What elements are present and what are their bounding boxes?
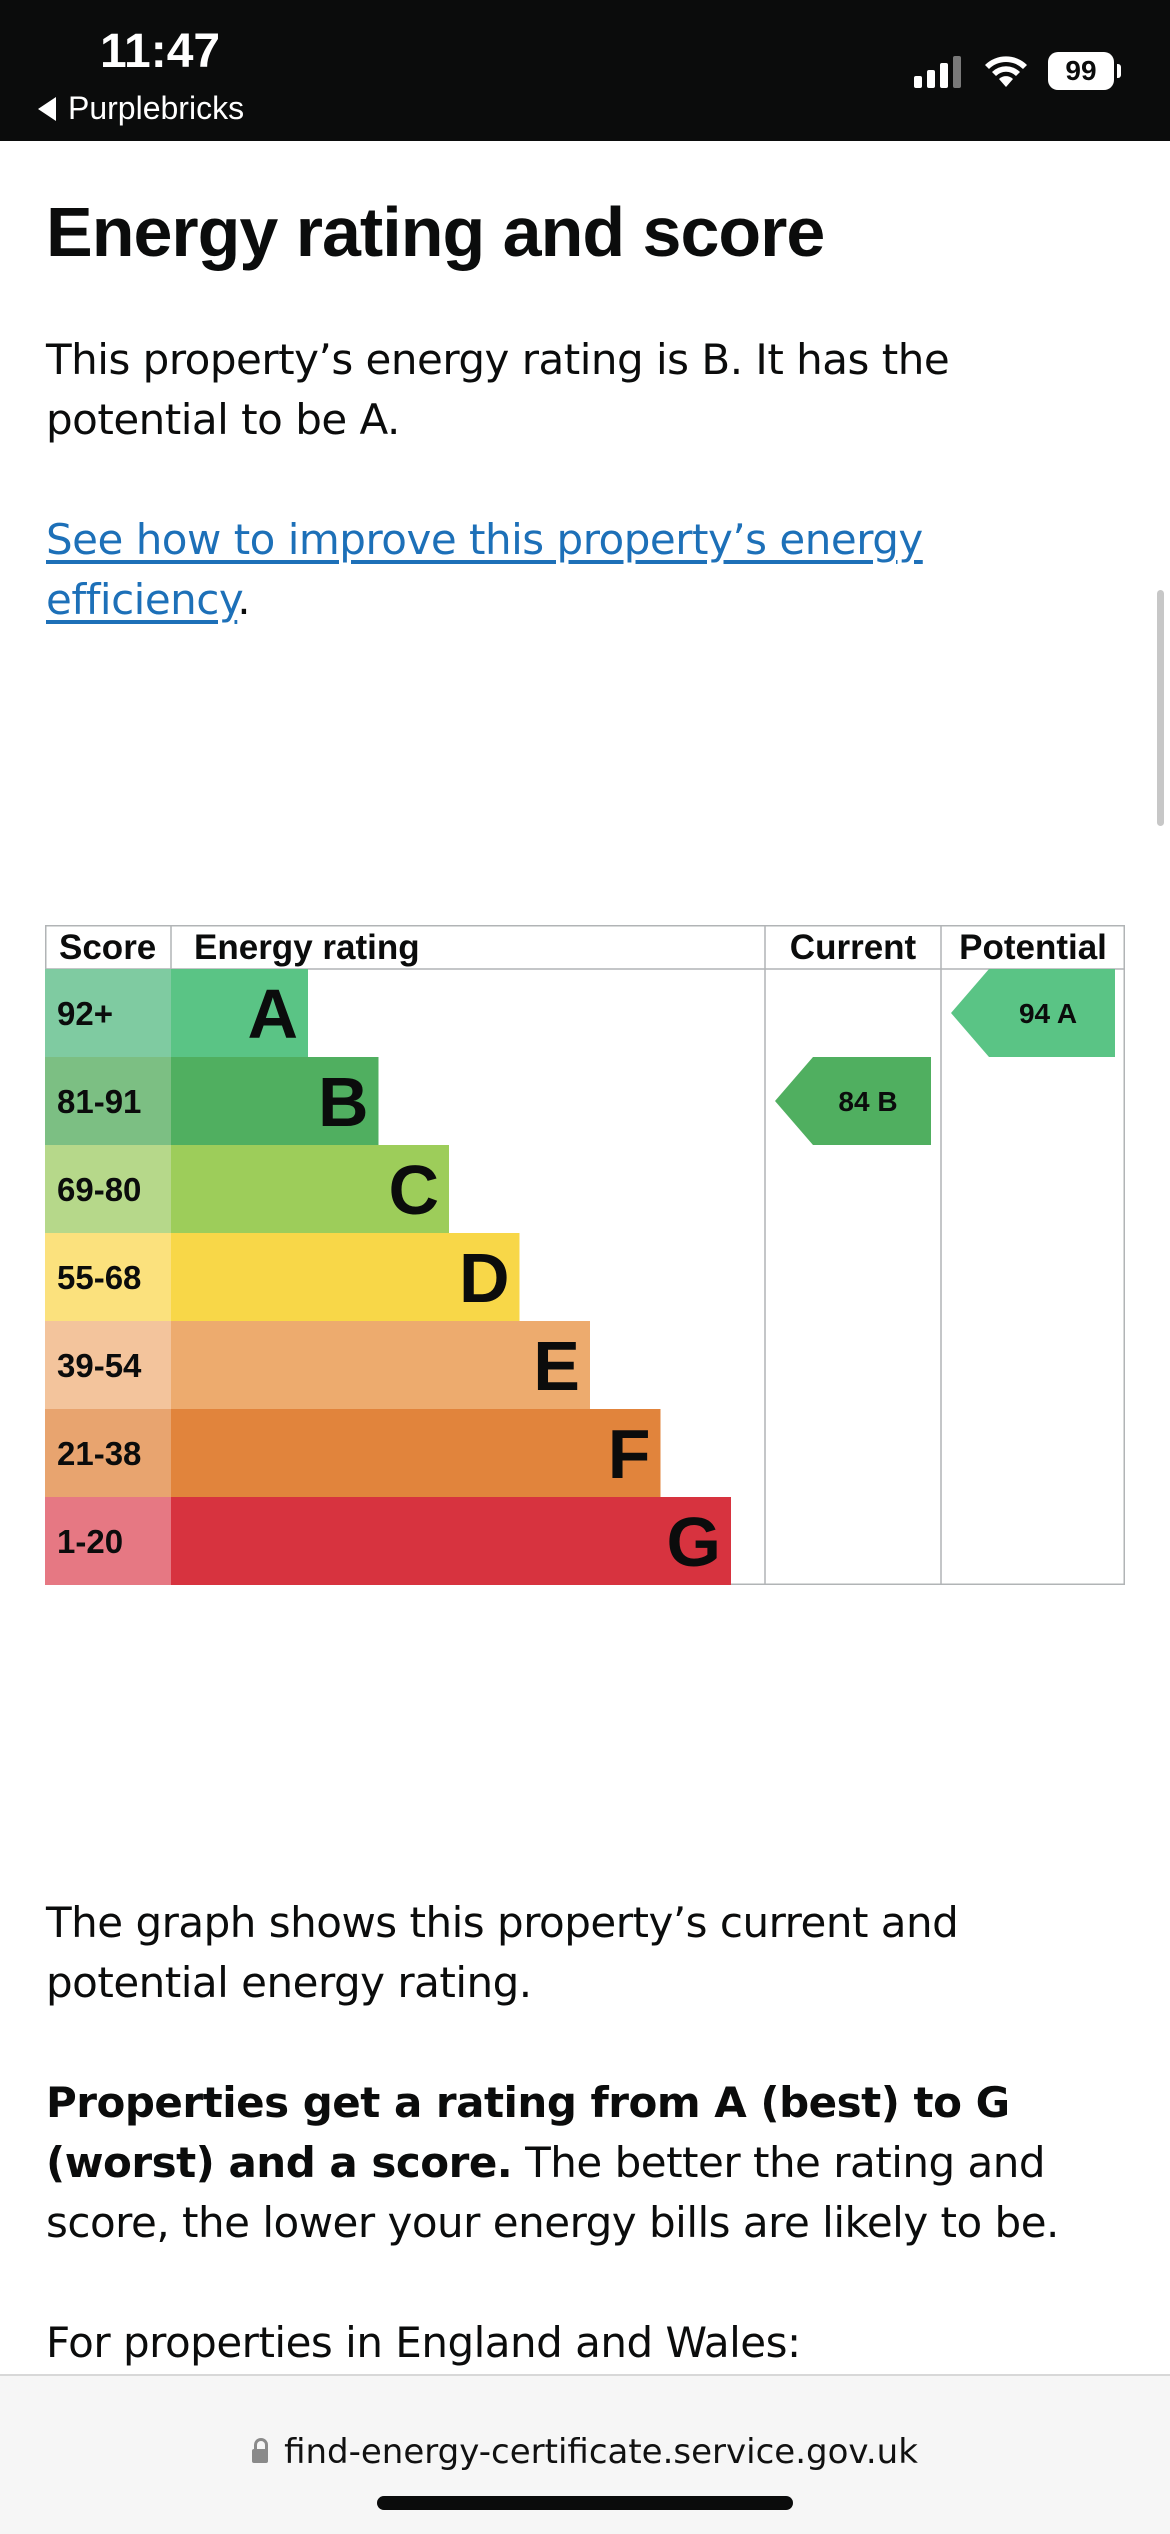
- status-icons: 99: [914, 52, 1121, 90]
- rating-summary: This property’s energy rating is B. It h…: [46, 335, 950, 444]
- band-letter-a: A: [247, 975, 298, 1053]
- energy-rating-chart-svg: Score Energy rating Current Potential 92+ A 81…: [45, 925, 1125, 1585]
- score-range-a: 92+: [57, 995, 113, 1032]
- band-letter-g: G: [667, 1503, 721, 1581]
- page-title: Energy rating and score: [46, 193, 825, 271]
- back-app-label: Purplebricks: [68, 90, 245, 126]
- browser-url-bar[interactable]: find-energy-certificate.service.gov.uk: [0, 2374, 1170, 2534]
- band-bar-d: [171, 1233, 520, 1321]
- rating-explanation-bold: Properties get a rating from A (best) to…: [46, 2078, 1010, 2187]
- status-bar: 11:47 Purplebricks 99: [0, 0, 1170, 141]
- score-range-e: 39-54: [57, 1347, 142, 1384]
- band-bar-e: [171, 1321, 590, 1409]
- battery-icon: 99: [1048, 52, 1121, 90]
- header-score: Score: [59, 928, 156, 967]
- band-letter-d: D: [459, 1239, 510, 1317]
- band-letter-b: B: [318, 1063, 369, 1141]
- back-to-app-link[interactable]: Purplebricks: [38, 90, 244, 127]
- band-letter-f: F: [608, 1415, 651, 1493]
- cellular-signal-icon: [914, 56, 961, 88]
- band-bar-c: [171, 1145, 449, 1233]
- score-cell-d: [45, 1233, 171, 1321]
- potential-rating-arrow: [951, 969, 1115, 1057]
- improve-efficiency-link[interactable]: See how to improve this property’s energ…: [46, 515, 923, 624]
- score-range-f: 21-38: [57, 1435, 141, 1472]
- score-range-g: 1-20: [57, 1523, 123, 1560]
- score-range-c: 69-80: [57, 1171, 141, 1208]
- status-time: 11:47: [100, 25, 221, 78]
- url-domain: find-energy-certificate.service.gov.uk: [284, 2432, 918, 2472]
- band-bar-b: [171, 1057, 379, 1145]
- band-bar-f: [171, 1409, 661, 1497]
- graph-description: The graph shows this property’s current …: [46, 1898, 959, 2007]
- england-wales-text: For properties in England and Wales:: [46, 2318, 801, 2367]
- band-bar-a: [171, 969, 308, 1057]
- score-cell-f: [45, 1409, 171, 1497]
- lock-icon: [252, 2438, 269, 2463]
- header-energy-rating: Energy rating: [194, 928, 420, 967]
- score-range-d: 55-68: [57, 1259, 141, 1296]
- score-cell-b: [45, 1057, 171, 1145]
- header-current: Current: [790, 928, 917, 967]
- scroll-indicator[interactable]: [1157, 590, 1164, 826]
- potential-rating-label: 94 A: [1019, 998, 1077, 1029]
- current-rating-arrow: [775, 1057, 931, 1145]
- score-cell-a: [45, 969, 171, 1057]
- score-cell-e: [45, 1321, 171, 1409]
- current-rating-label: 84 B: [838, 1086, 897, 1117]
- back-arrow-icon: [38, 96, 56, 121]
- score-range-b: 81-91: [57, 1083, 141, 1120]
- rating-explanation: Properties get a rating from A (best) to…: [46, 2073, 1106, 2253]
- score-cell-c: [45, 1145, 171, 1233]
- rating-explanation-rest: The better the rating and score, the low…: [46, 2138, 1059, 2247]
- url-display[interactable]: find-energy-certificate.service.gov.uk: [0, 2432, 1170, 2472]
- improve-paragraph: See how to improve this property’s energ…: [46, 510, 1106, 630]
- header-potential: Potential: [959, 928, 1107, 967]
- home-indicator[interactable]: [377, 2496, 793, 2510]
- band-letter-e: E: [533, 1327, 580, 1405]
- wifi-icon: [985, 56, 1027, 87]
- score-cell-g: [45, 1497, 171, 1585]
- band-bar-g: [171, 1497, 731, 1585]
- link-suffix: .: [237, 575, 251, 624]
- energy-rating-chart: Score Energy rating Current Potential 92+ A 81…: [45, 925, 1125, 1587]
- band-letter-c: C: [388, 1151, 439, 1229]
